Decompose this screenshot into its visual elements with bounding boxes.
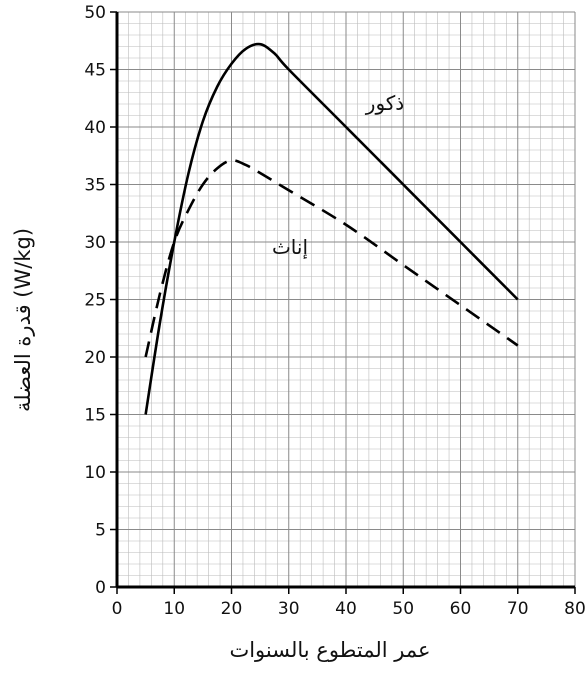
series-label-female: إناث (272, 235, 308, 260)
tick-labels: 0 10 20 30 40 50 60 70 80 0 5 10 15 20 25 30 35 40 45 50 (84, 3, 585, 619)
series-line-female (144, 158, 519, 358)
x-tick-label: 10 (163, 599, 185, 619)
y-tick-label: 35 (84, 176, 106, 196)
x-tick-label: 0 (112, 599, 123, 619)
x-tick-label: 30 (278, 599, 300, 619)
y-tick-label: 5 (95, 521, 106, 541)
x-tick-label: 50 (392, 599, 414, 619)
y-tick-label: 40 (84, 118, 106, 138)
y-tick-label: 30 (84, 233, 106, 253)
x-tick-label: 20 (221, 599, 243, 619)
x-axis-title: عمر المتطوع بالسنوات (229, 638, 430, 662)
y-tick-label: 10 (84, 463, 106, 483)
y-tick-label: 50 (84, 3, 106, 23)
series-label-male: ذكور (365, 91, 404, 115)
y-tick-label: 25 (84, 291, 106, 311)
y-tick-label: 20 (84, 348, 106, 368)
x-tick-label: 70 (507, 599, 529, 619)
x-tick-label: 80 (564, 599, 586, 619)
y-tick-label: 15 (84, 406, 106, 426)
y-axis-title: قدرة العضلة (W/kg) (11, 228, 35, 412)
series-line-male (144, 42, 519, 415)
y-tick-label: 45 (84, 61, 106, 81)
series-layer (144, 42, 519, 415)
y-tick-label: 0 (95, 578, 106, 598)
x-tick-label: 60 (450, 599, 472, 619)
x-tick-label: 40 (335, 599, 357, 619)
